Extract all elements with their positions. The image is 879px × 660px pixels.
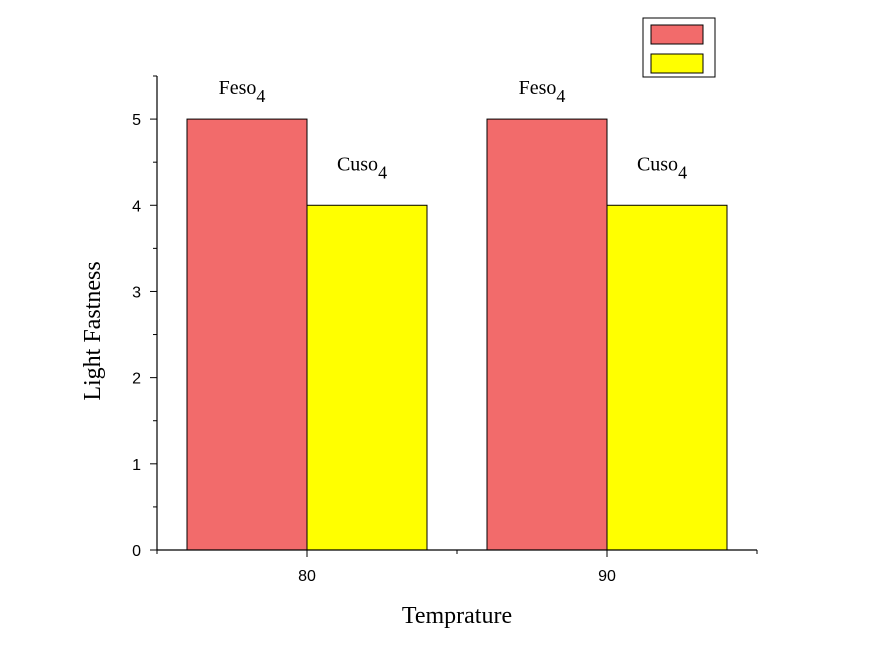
x-axis-title: Temprature [402,603,512,629]
bar [606,204,728,551]
bar [186,118,308,551]
bar-data-label: Cuso4 [637,153,687,182]
legend-swatch [650,24,704,45]
x-tick-label: 90 [598,568,616,585]
bar [486,118,608,551]
y-tick-label: 1 [132,457,141,474]
bar-labels-group: Feso4 Cuso4 Feso4 Cuso4 [219,77,687,182]
axes-group: 0 1 2 3 4 5 80 90 [132,75,758,585]
y-tick-label: 2 [132,371,141,388]
y-tick-label: 4 [132,198,141,215]
bars-group [186,118,728,551]
y-tick-label: 0 [132,543,141,560]
legend-swatch [650,53,704,74]
bar-data-label: Cuso4 [337,153,387,182]
bar [306,204,428,551]
x-tick-label: 80 [298,568,316,585]
y-axis-title: Light Fastness [80,261,106,400]
bar-data-label: Feso4 [519,77,566,106]
legend [642,17,716,78]
y-tick-label: 3 [132,284,141,301]
y-tick-label: 5 [132,112,141,129]
bar-data-label: Feso4 [219,77,266,106]
